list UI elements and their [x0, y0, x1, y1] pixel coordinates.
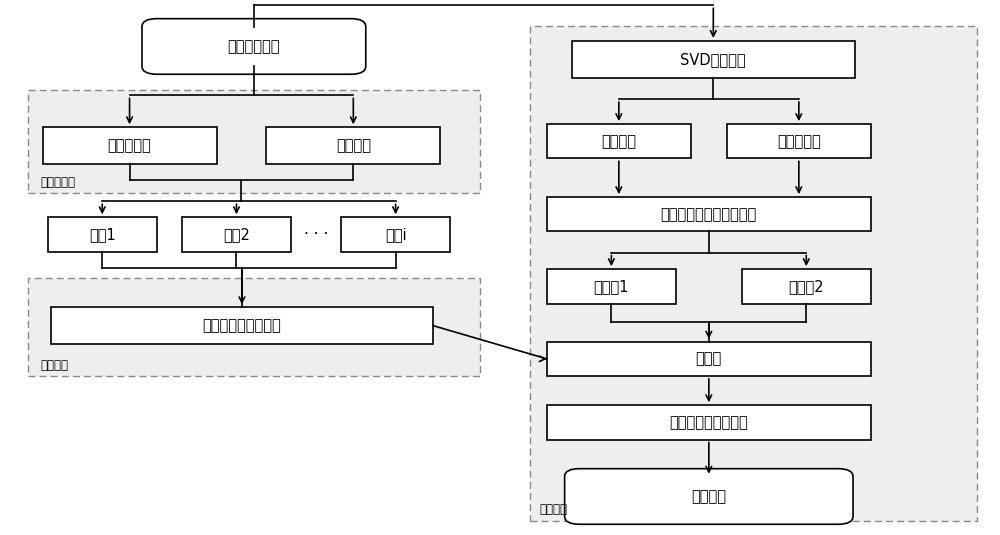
Text: 图像分类: 图像分类 — [336, 138, 371, 153]
Text: 显著图: 显著图 — [696, 351, 722, 366]
Bar — [727, 124, 871, 158]
Bar — [572, 41, 855, 78]
Text: 一致性特征: 一致性特征 — [777, 134, 821, 149]
Text: 方向特征: 方向特征 — [601, 134, 636, 149]
FancyBboxPatch shape — [565, 469, 853, 524]
Text: 场景i: 场景i — [385, 227, 406, 242]
Text: 中央周边差操作和归一化: 中央周边差操作和归一化 — [661, 207, 757, 222]
Text: · · ·: · · · — [304, 227, 328, 242]
Bar — [547, 269, 676, 303]
Bar — [182, 217, 291, 251]
Text: SVD多层结构: SVD多层结构 — [680, 52, 746, 67]
Text: 检测模块: 检测模块 — [540, 503, 568, 516]
Text: 场景1: 场景1 — [89, 227, 116, 242]
Text: 场景2: 场景2 — [223, 227, 250, 242]
Text: 检测结果: 检测结果 — [691, 489, 726, 504]
Bar — [51, 307, 433, 344]
Bar — [48, 217, 157, 251]
Text: 特征图1: 特征图1 — [594, 279, 629, 294]
Text: 特征图2: 特征图2 — [788, 279, 824, 294]
Text: 胜者全赢和返回抑制: 胜者全赢和返回抑制 — [669, 415, 748, 430]
Bar — [266, 127, 440, 164]
Text: 输入目标图像: 输入目标图像 — [228, 39, 280, 54]
Bar — [547, 405, 871, 440]
Bar — [547, 124, 691, 158]
Bar — [28, 278, 480, 376]
Bar — [28, 90, 480, 193]
Text: 存在目标可能性估计: 存在目标可能性估计 — [203, 318, 281, 333]
Bar — [742, 269, 871, 303]
Bar — [547, 342, 871, 376]
Text: 超像素生成: 超像素生成 — [108, 138, 151, 153]
FancyBboxPatch shape — [142, 19, 366, 74]
Bar — [341, 217, 450, 251]
Bar — [43, 127, 217, 164]
Text: 预处理模块: 预处理模块 — [41, 176, 76, 189]
Text: 估计模块: 估计模块 — [41, 359, 69, 372]
Bar — [530, 26, 977, 521]
Bar — [547, 197, 871, 232]
